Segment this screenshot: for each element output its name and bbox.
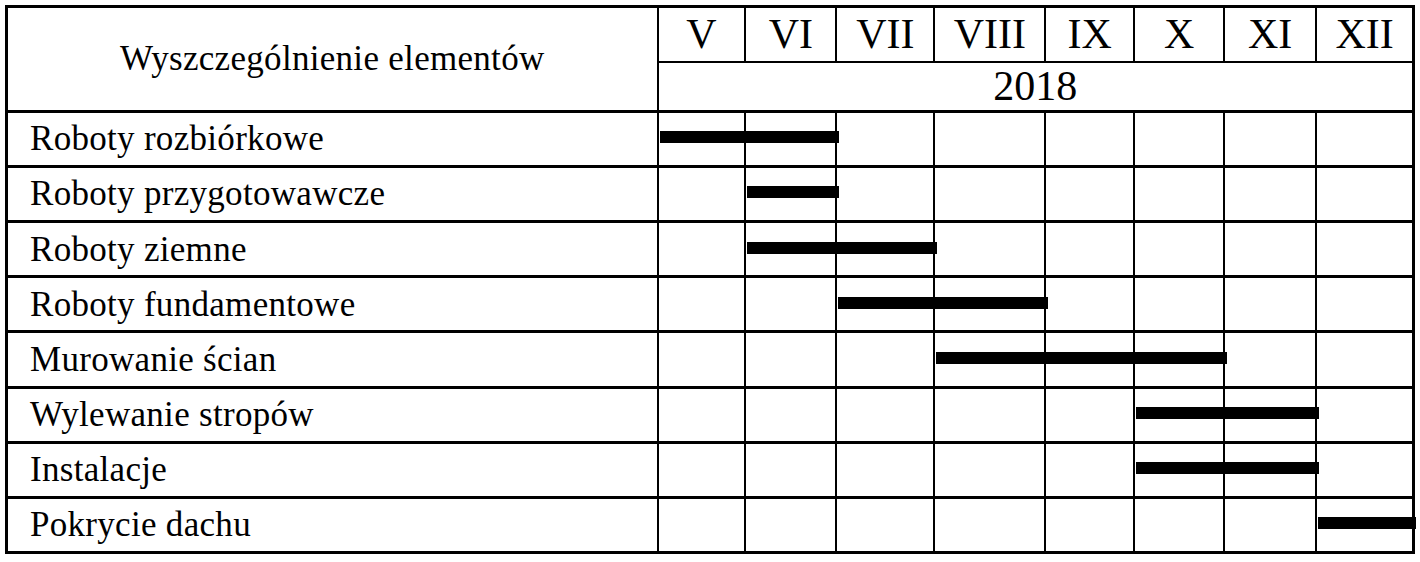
task-label: Instalacje (8, 441, 657, 496)
task-label: Murowanie ścian (8, 330, 657, 385)
grid-cell (1315, 110, 1412, 165)
grid-cell (657, 165, 745, 220)
grid-cell (1315, 330, 1412, 385)
gantt-bar (747, 186, 839, 198)
grid-cell (657, 220, 745, 275)
gantt-bar (1318, 517, 1416, 529)
grid-cell (1044, 386, 1133, 441)
grid-cell (1223, 165, 1315, 220)
grid-cell (933, 386, 1044, 441)
grid-cell (1044, 496, 1133, 551)
task-label: Roboty fundamentowe (8, 275, 657, 330)
grid-cell (1044, 165, 1133, 220)
month-header-V: V (657, 8, 745, 61)
grid-cell (933, 496, 1044, 551)
gantt-bar (936, 352, 1227, 364)
grid-cell (744, 330, 835, 385)
task-label: Roboty rozbiórkowe (8, 110, 657, 165)
grid-cell (1044, 275, 1133, 330)
grid-cell (933, 441, 1044, 496)
grid-cell (1315, 386, 1412, 441)
month-header-VI: VI (744, 8, 835, 61)
grid-cell (657, 441, 745, 496)
grid-cell (835, 496, 933, 551)
grid-cell (1315, 275, 1412, 330)
grid-cell (1223, 330, 1315, 385)
grid-cell (1223, 110, 1315, 165)
header-label-cell: Wyszczególnienie elementów (8, 8, 657, 110)
grid-cell (1223, 275, 1315, 330)
grid-cell (744, 496, 835, 551)
gantt-schedule-page: Wyszczególnienie elementów 2018 VVIVIIVI… (0, 0, 1420, 562)
grid-cell (835, 330, 933, 385)
gantt-bar (1136, 407, 1319, 419)
month-header-IX: IX (1044, 8, 1133, 61)
grid-cell (933, 110, 1044, 165)
grid-cell (835, 110, 933, 165)
grid-cell (657, 386, 745, 441)
grid-cell (1133, 165, 1223, 220)
grid-cell (835, 386, 933, 441)
grid-cell (1133, 110, 1223, 165)
month-header-VIII: VIII (933, 8, 1044, 61)
grid-cell (835, 165, 933, 220)
gantt-bar (1136, 462, 1319, 474)
month-header-VII: VII (835, 8, 933, 61)
grid-cell (1315, 220, 1412, 275)
grid-cell (1133, 220, 1223, 275)
month-header-XII: XII (1315, 8, 1412, 61)
grid-cell (1133, 275, 1223, 330)
task-label: Pokrycie dachu (8, 496, 657, 551)
grid-cell (744, 386, 835, 441)
grid-cell (933, 220, 1044, 275)
grid-cell (835, 441, 933, 496)
grid-cell (657, 496, 745, 551)
grid-cell (744, 275, 835, 330)
task-label: Roboty przygotowawcze (8, 165, 657, 220)
grid-cell (657, 275, 745, 330)
grid-cell (1315, 165, 1412, 220)
grid-cell (933, 165, 1044, 220)
year-header-cell: 2018 (657, 61, 1412, 110)
grid-cell (1315, 441, 1412, 496)
gantt-bar (747, 242, 937, 254)
month-header-X: X (1133, 8, 1223, 61)
month-header-XI: XI (1223, 8, 1315, 61)
grid-cell (1223, 220, 1315, 275)
grid-cell (1044, 220, 1133, 275)
grid-cell (1044, 441, 1133, 496)
grid-cell (1044, 110, 1133, 165)
grid-cell (657, 330, 745, 385)
task-label: Roboty ziemne (8, 220, 657, 275)
grid-cell (1223, 496, 1315, 551)
grid-cell (1133, 496, 1223, 551)
grid-cell (744, 441, 835, 496)
task-label: Wylewanie stropów (8, 386, 657, 441)
gantt-table: Wyszczególnienie elementów 2018 VVIVIIVI… (5, 5, 1415, 554)
gantt-bar (660, 131, 840, 143)
gantt-bar (838, 297, 1048, 309)
